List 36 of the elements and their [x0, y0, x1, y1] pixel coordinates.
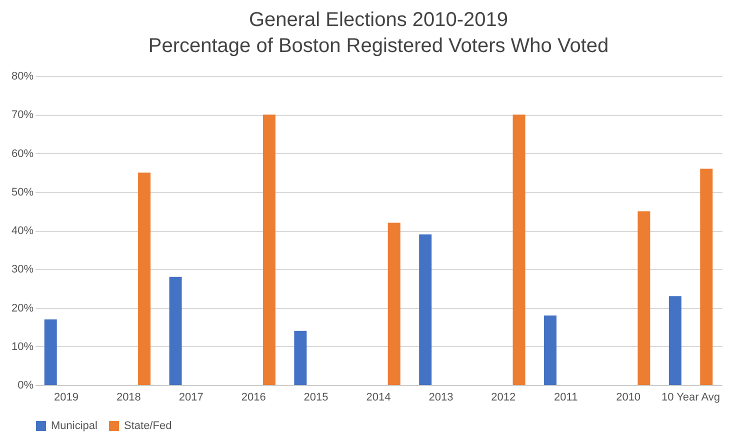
legend-label: Municipal: [51, 420, 98, 432]
bar: [638, 211, 650, 385]
bar: [668, 296, 682, 385]
y-tick-label: 0%: [18, 380, 34, 392]
x-tick-label: 10 Year Avg: [662, 392, 720, 404]
x-tick-label: 2013: [428, 392, 454, 404]
chart-title: General Elections 2010-2019: [248, 9, 508, 31]
bar: [419, 234, 432, 385]
x-tick-label: 2012: [491, 392, 516, 404]
x-tick-label: 2019: [54, 392, 78, 404]
bar: [512, 114, 526, 385]
bar: [138, 172, 151, 385]
y-tick-label: 80%: [11, 70, 34, 82]
x-tick-label: 2014: [366, 392, 391, 404]
y-tick-label: 50%: [11, 186, 34, 198]
legend-label: State/Fed: [124, 420, 172, 432]
x-tick-label: 2017: [178, 392, 204, 404]
chart-subtitle: Percentage of Boston Registered Voters Who Voted: [148, 35, 609, 57]
y-tick-label: 10%: [11, 340, 34, 353]
bar: [262, 114, 276, 385]
x-tick-label: 2010: [616, 392, 641, 404]
bar: [294, 330, 307, 385]
x-tick-label: 2011: [554, 392, 578, 404]
bar: [700, 168, 713, 385]
x-tick-label: 2018: [116, 392, 141, 404]
x-tick-label: 2015: [304, 392, 328, 404]
y-tick-label: 20%: [11, 302, 34, 314]
y-tick-label: 70%: [11, 109, 34, 122]
y-tick-label: 30%: [11, 264, 34, 276]
y-tick-label: 40%: [11, 225, 34, 237]
bar: [169, 276, 182, 385]
y-tick-label: 60%: [11, 148, 34, 160]
bar: [388, 222, 400, 385]
x-tick-label: 2016: [241, 392, 266, 404]
bar: [544, 315, 556, 385]
bar: [44, 319, 57, 385]
